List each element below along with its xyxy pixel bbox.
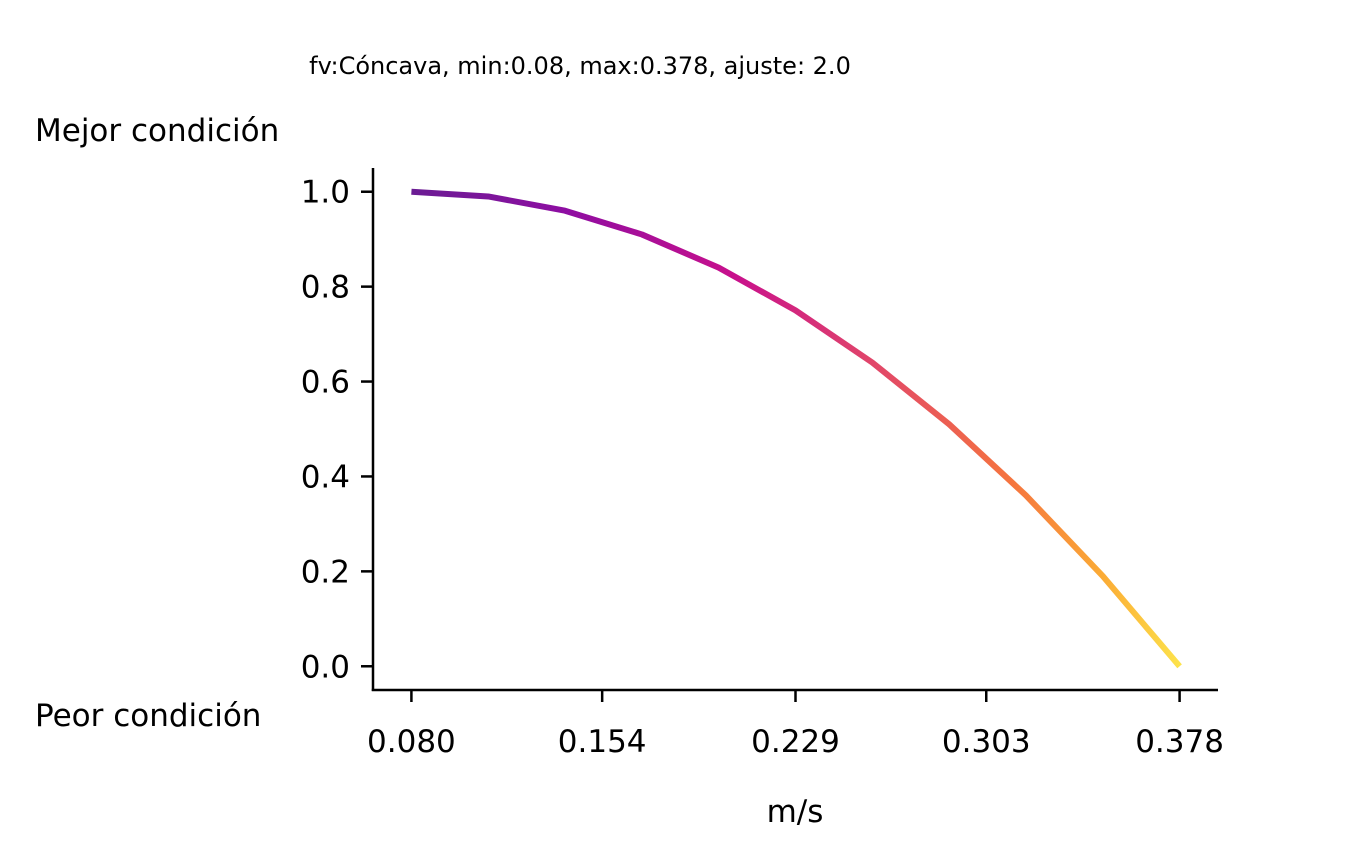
y-tick-label: 1.0	[301, 175, 350, 211]
x-ticks: 0.080 0.154 0.229 0.303 0.378	[367, 690, 1224, 760]
y-tick-label: 0.4	[301, 459, 350, 495]
chart-title: fv:Cóncava, min:0.08, max:0.378, ajuste:…	[309, 52, 851, 80]
y-tick-label: 0.6	[301, 365, 350, 401]
x-tick-label: 0.080	[367, 724, 456, 760]
y-tick-label: 0.8	[301, 270, 350, 306]
x-tick-label: 0.303	[942, 724, 1031, 760]
x-tick-label: 0.154	[558, 724, 647, 760]
series-line	[411, 188, 1182, 669]
y-label-top: Mejor condición	[35, 113, 279, 149]
x-axis-label: m/s	[767, 794, 824, 830]
x-tick-label: 0.229	[751, 724, 840, 760]
y-tick-label: 0.0	[301, 649, 350, 685]
x-tick-label: 0.378	[1135, 724, 1224, 760]
y-ticks: 0.0 0.2 0.4 0.6 0.8 1.0	[301, 175, 373, 685]
y-tick-label: 0.2	[301, 554, 350, 590]
y-label-bottom: Peor condición	[35, 698, 261, 734]
